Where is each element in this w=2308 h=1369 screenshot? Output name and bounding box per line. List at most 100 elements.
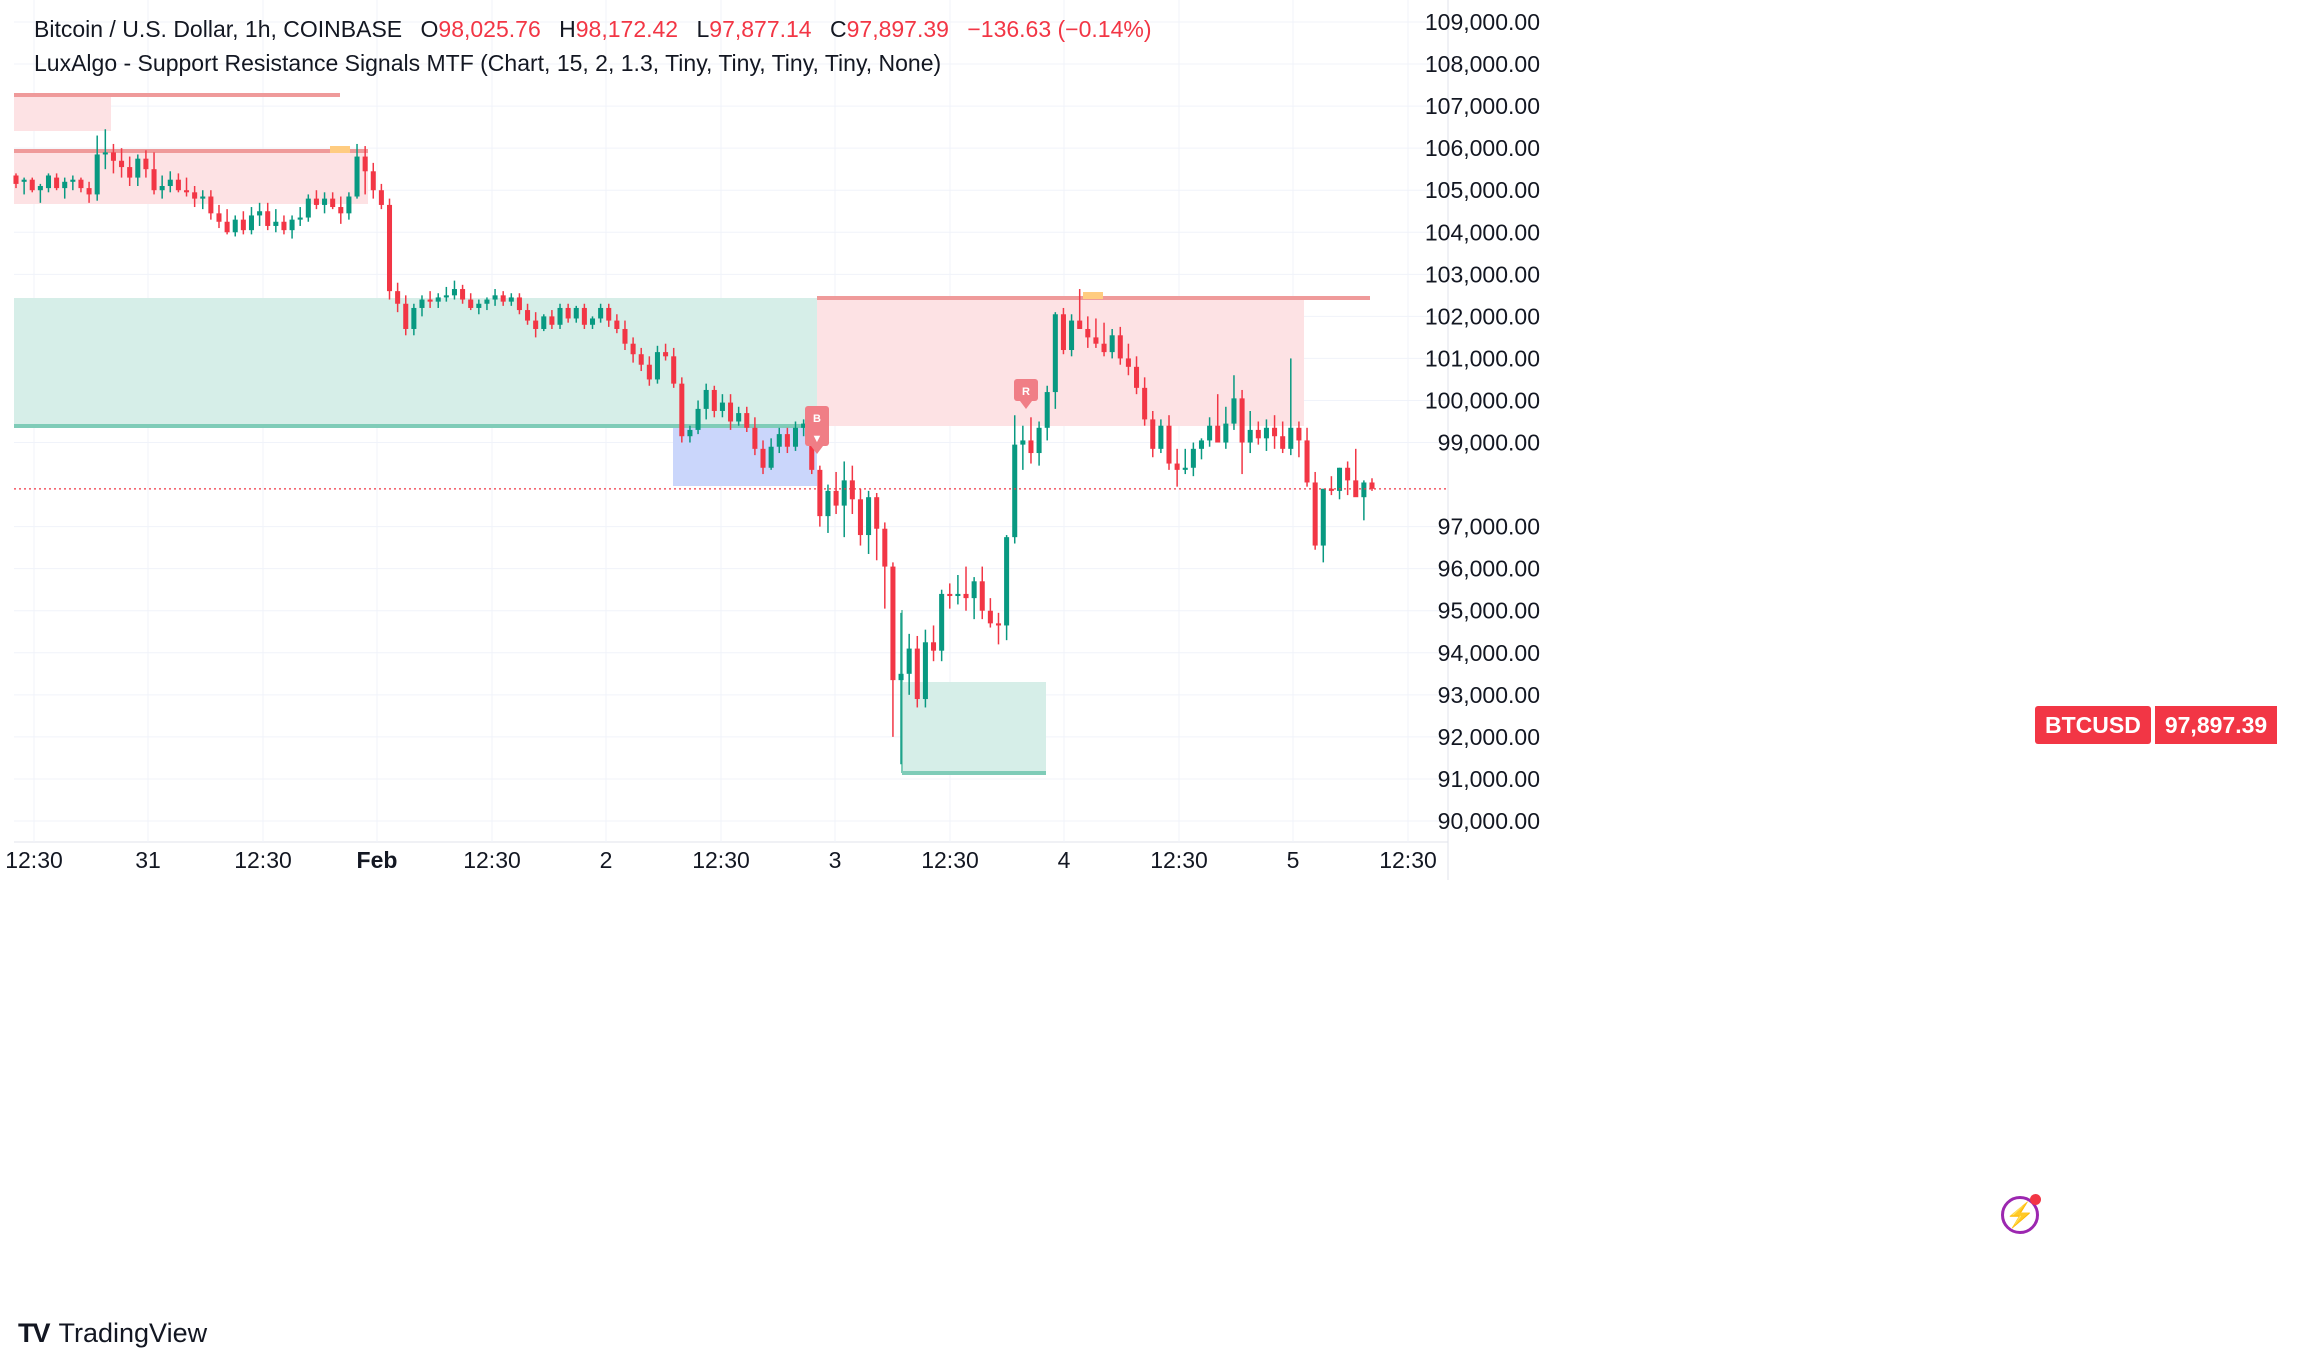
candle-body [1174,463,1180,470]
candle-body [1304,440,1310,483]
candle-body [403,303,409,329]
candle-body [257,211,263,216]
candle-body [1239,398,1245,443]
candle-body [817,469,823,517]
candle-body [1134,366,1140,388]
candle-body [1369,482,1375,489]
price-axis-label: 91,000.00 [1438,766,1540,792]
candle-body [1150,419,1156,449]
candle-body [931,642,937,651]
candle-body [159,186,165,191]
price-axis-label: 101,000.00 [1425,345,1540,371]
candle-body [525,310,531,321]
candle-body [1093,337,1099,344]
candle-body [784,434,790,447]
candle-body [1198,440,1205,449]
price-axis-label: 96,000.00 [1438,556,1540,582]
candle-body [281,221,287,231]
candle-body [533,320,539,329]
candle-body [427,299,433,302]
candle-body [273,221,279,226]
candle-body [1158,425,1164,449]
candle-body [313,198,319,205]
candle-body [630,343,636,355]
candle-body [833,490,839,506]
candle-body [460,289,466,300]
price-tag-symbol: BTCUSD [2035,706,2151,744]
candle-body [297,217,303,220]
candle-body [378,190,384,205]
candle-body [728,402,734,422]
candle-body [719,402,725,411]
candle-body [354,156,360,197]
candle-body [1361,482,1367,498]
candle-body [62,181,68,189]
candle-body [825,490,831,517]
notification-dot [2030,1194,2041,1205]
brand-name: TradingView [58,1318,208,1348]
candle-body [646,364,652,380]
buy-signal-marker-body [805,406,829,446]
candle-body [598,307,604,319]
price-axis-label: 108,000.00 [1425,51,1540,77]
candles-layer [13,129,1446,765]
close-label: C [830,16,847,42]
candle-body [614,320,620,329]
candle-body [703,389,709,409]
candle-body [1028,440,1034,454]
candle-body [224,221,230,233]
buy-signal-marker-label: B [813,413,821,425]
price-axis-label: 97,000.00 [1438,514,1540,540]
price-axis-label: 105,000.00 [1425,177,1540,203]
last-price-tag: BTCUSD 97,897.39 [2035,706,2278,744]
candle-body [1101,343,1107,353]
candle-body [995,623,1002,626]
time-axis-label: 12:30 [5,847,63,873]
candle-body [1085,328,1091,338]
indicator-legend[interactable]: LuxAlgo - Support Resistance Signals MTF… [34,50,942,76]
candle-body [1207,425,1213,441]
candle-body [939,593,945,651]
candle-body [979,581,985,611]
candle-body [54,177,60,189]
lightning-bolt-icon[interactable]: ⚡ [2001,1196,2039,1234]
candle-body [289,219,295,231]
symbol-title[interactable]: Bitcoin / U.S. Dollar, 1h, COINBASE [34,16,403,42]
candle-body [78,179,84,189]
candle-body [1215,425,1221,443]
candle-body [151,169,157,191]
candle-body [768,446,774,468]
indicator-zone [14,95,111,131]
candle-body [1012,444,1018,538]
candle-body [1109,335,1115,353]
candle-body [135,158,141,178]
indicator-highlight [1083,292,1103,299]
candle-body [265,211,271,226]
candle-body [370,171,376,191]
candle-body [1288,427,1294,449]
time-axis-label: 5 [1287,847,1300,873]
candle-body [841,480,847,506]
open-label: O [420,16,439,42]
buy-signal-marker-arrow: ▼ [812,433,823,445]
candle-body [1020,440,1026,445]
buy-signal-marker-pointer [811,446,823,454]
candle-body [890,566,896,681]
candle-body [752,427,758,449]
tradingview-brand[interactable]: TV TradingView [18,1318,207,1349]
price-axis-label: 109,000.00 [1425,9,1540,35]
time-axis-label: 12:30 [463,847,521,873]
price-tag-value: 97,897.39 [2154,706,2278,744]
time-axis-label: 12:30 [1150,847,1208,873]
candle-body [435,297,441,302]
candle-body [679,383,685,437]
resistance-signal-marker-body [1014,379,1038,401]
candle-body [565,307,571,319]
candle-body [37,186,43,191]
candle-body [638,354,644,365]
candle-body [581,307,587,325]
time-axis-label: 2 [600,847,613,873]
candle-body [443,295,449,298]
